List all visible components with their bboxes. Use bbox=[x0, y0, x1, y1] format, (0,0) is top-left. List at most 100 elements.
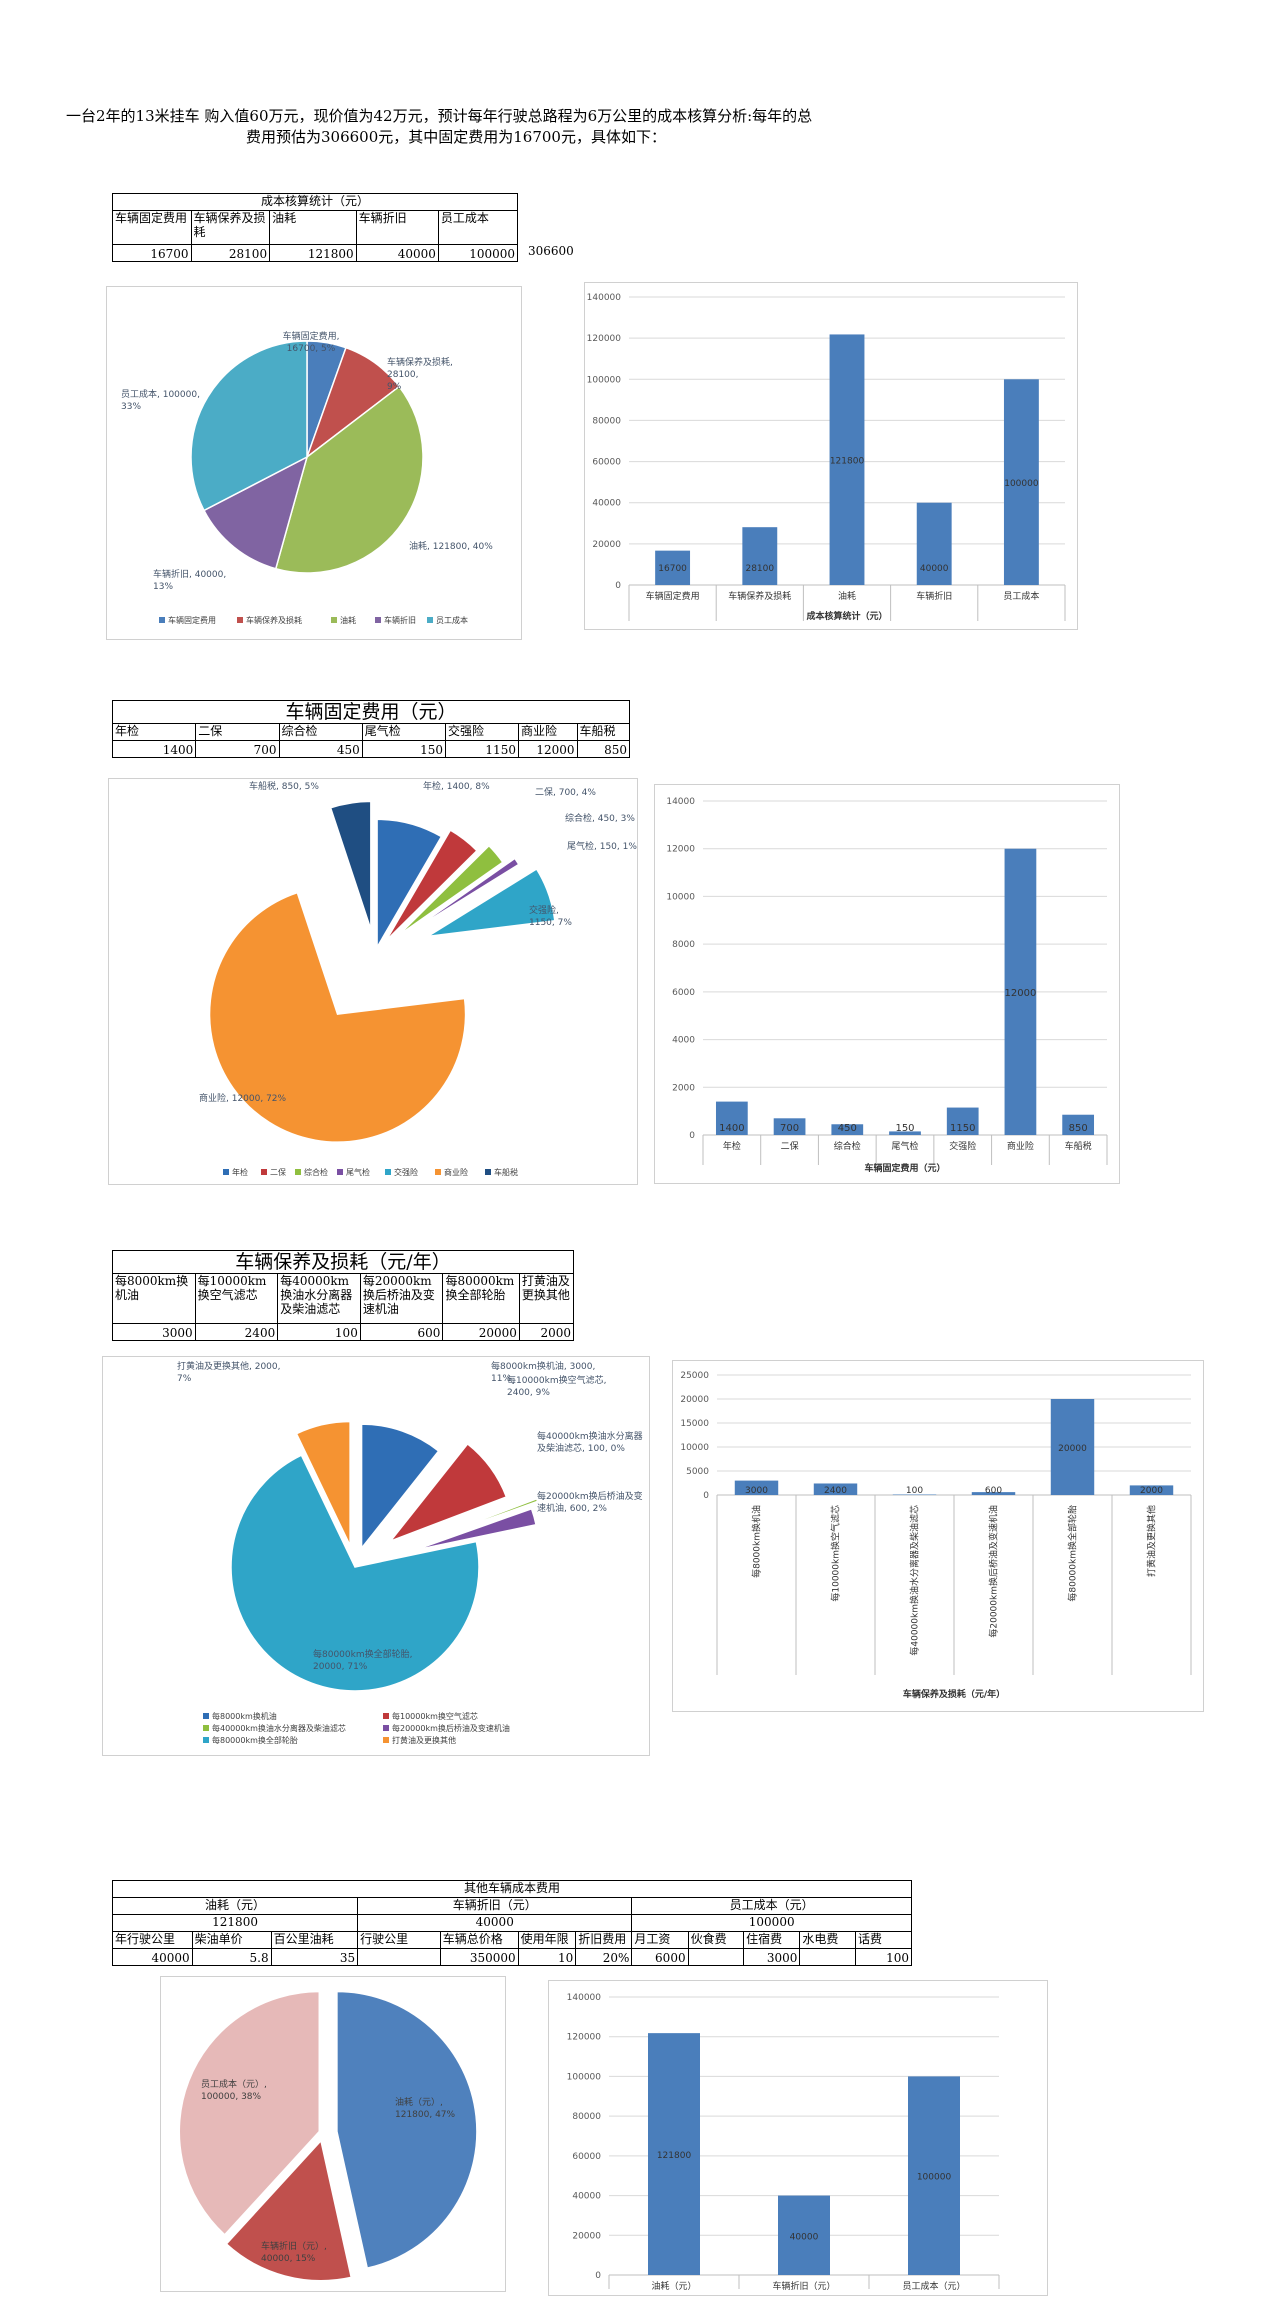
summary-bar-chart: 0 20000 40000 60000 80000 100000 120000 140000 1… bbox=[584, 282, 1078, 630]
other-sub-header: 车辆总价格 bbox=[439, 1931, 519, 1949]
y-tick-label: 8000 bbox=[672, 940, 695, 950]
pie-data-label: 每20000km换后桥油及变速机油, 600, 2% bbox=[537, 1490, 643, 1514]
other-sub-header: 水电费 bbox=[799, 1931, 856, 1949]
legend-label: 员工成本 bbox=[436, 615, 468, 625]
x-tick-label: 尾气检 bbox=[891, 1140, 918, 1152]
y-tick-label: 120000 bbox=[587, 334, 622, 344]
y-tick-label: 120000 bbox=[567, 2033, 602, 2043]
y-tick-label: 25000 bbox=[680, 1371, 709, 1381]
legend-label: 商业险 bbox=[444, 1167, 468, 1177]
fixed-header: 年检 bbox=[111, 723, 197, 741]
y-tick-label: 40000 bbox=[592, 499, 621, 509]
legend-swatch bbox=[435, 1169, 441, 1175]
bar-data-label: 1150 bbox=[950, 1123, 975, 1134]
y-tick-label: 10000 bbox=[666, 892, 695, 902]
y-tick-label: 20000 bbox=[572, 2231, 601, 2241]
x-tick-label: 每80000km换全部轮胎 bbox=[1067, 1505, 1079, 1602]
bar-data-label: 150 bbox=[895, 1123, 914, 1134]
pie-slice bbox=[385, 829, 479, 942]
other-bar-chart: 0 20000 40000 60000 80000 100000 120000 140000 1… bbox=[548, 1980, 1048, 2296]
bar bbox=[889, 1131, 921, 1135]
other-pie-chart: 油耗（元）, 121800, 47% 车辆折旧（元）, 40000, 15% 员工成本（… bbox=[160, 1976, 506, 2292]
maint-bar-chart: 0 5000 10000 15000 20000 25000 3000 每8000km换机油 2… bbox=[672, 1360, 1204, 1712]
legend-swatch bbox=[261, 1169, 267, 1175]
fixed-caption: 车辆固定费用（元） bbox=[112, 700, 630, 724]
legend-swatch bbox=[203, 1725, 209, 1731]
fixed-value: 1400 bbox=[111, 740, 197, 758]
maint-value: 3000 bbox=[112, 1323, 196, 1341]
x-tick-label: 每40000km换油水分离器及柴油滤芯 bbox=[909, 1505, 921, 1656]
y-tick-label: 4000 bbox=[672, 1036, 695, 1046]
bar-data-label: 2400 bbox=[824, 1486, 847, 1496]
bar-data-label: 3000 bbox=[745, 1486, 768, 1496]
y-tick-label: 0 bbox=[615, 581, 621, 591]
bar-data-label: 700 bbox=[780, 1123, 799, 1134]
pie-data-label: 综合检, 450, 3% bbox=[565, 812, 635, 824]
bar-data-label: 100000 bbox=[1004, 479, 1039, 489]
legend-label: 每80000km换全部轮胎 bbox=[212, 1735, 298, 1745]
bar bbox=[916, 502, 952, 585]
legend-swatch bbox=[385, 1169, 391, 1175]
bar-data-label: 850 bbox=[1069, 1123, 1088, 1134]
pie-data-label: 商业险, 12000, 72% bbox=[199, 1092, 287, 1104]
bar bbox=[1003, 379, 1039, 585]
bar-data-label: 600 bbox=[985, 1486, 1002, 1496]
x-tick-label: 油耗（元） bbox=[651, 2280, 696, 2292]
summary-header: 车辆固定费用 bbox=[112, 210, 192, 245]
pie-slice bbox=[274, 385, 424, 574]
pie-slice bbox=[329, 800, 372, 930]
y-tick-label: 0 bbox=[595, 2271, 601, 2281]
fixed-bar-chart: 0 2000 4000 6000 8000 10000 12000 14000 1400 年检 70… bbox=[654, 784, 1120, 1184]
pie-data-label: 车辆折旧（元）, 40000, 15% bbox=[261, 2240, 327, 2264]
bar bbox=[742, 527, 778, 585]
summary-header: 车辆保养及损耗 bbox=[190, 210, 271, 245]
y-tick-label: 140000 bbox=[567, 1993, 602, 2003]
other-sub-value bbox=[799, 1948, 856, 1966]
maint-pie-chart: 每8000km换机油, 3000, 11% 每10000km换空气滤芯, 2400, … bbox=[102, 1356, 650, 1756]
bar bbox=[734, 1480, 779, 1495]
pie-slice bbox=[336, 1990, 478, 2270]
bar bbox=[971, 1492, 1016, 1495]
legend-label: 年检 bbox=[232, 1167, 248, 1177]
other-sub-header: 话费 bbox=[854, 1931, 913, 1949]
bar bbox=[1129, 1485, 1174, 1495]
legend-swatch bbox=[375, 617, 381, 623]
other-sub-value bbox=[357, 1948, 441, 1966]
maint-header: 每10000km换空气滤芯 bbox=[194, 1273, 279, 1324]
other-sub-value: 6000 bbox=[631, 1948, 689, 1966]
bar bbox=[892, 1494, 937, 1496]
fixed-header: 二保 bbox=[195, 723, 280, 741]
y-tick-label: 15000 bbox=[680, 1419, 709, 1429]
y-tick-label: 20000 bbox=[680, 1395, 709, 1405]
bar bbox=[1050, 1399, 1095, 1495]
fixed-value: 700 bbox=[195, 740, 280, 758]
other-sub-header: 伙食费 bbox=[687, 1931, 745, 1949]
other-sub-value: 20% bbox=[575, 1948, 633, 1966]
pie-slice bbox=[376, 818, 443, 951]
other-group: 员工成本（元） bbox=[631, 1897, 912, 1915]
y-tick-label: 60000 bbox=[592, 458, 621, 468]
bar-data-label: 450 bbox=[838, 1123, 857, 1134]
maint-value: 100 bbox=[277, 1323, 361, 1341]
pie-data-label: 每80000km换全部轮胎, 20000, 71% bbox=[313, 1648, 412, 1672]
x-tick-label: 综合检 bbox=[834, 1140, 861, 1152]
legend-swatch bbox=[203, 1737, 209, 1743]
x-tick-label: 车辆保养及损耗 bbox=[728, 590, 791, 602]
legend-swatch bbox=[159, 617, 165, 623]
maint-value: 2000 bbox=[518, 1323, 575, 1341]
y-tick-label: 0 bbox=[703, 1491, 709, 1501]
summary-value: 121800 bbox=[269, 244, 357, 262]
intro-text: 一台2年的13米挂车 购入值60万元，现价值为42万元，预计每年行驶总路程为6万… bbox=[66, 106, 866, 148]
legend-label: 每10000km换空气滤芯 bbox=[392, 1711, 478, 1721]
x-axis-title: 车辆保养及损耗（元/年） bbox=[903, 1688, 1005, 1700]
maint-value: 2400 bbox=[194, 1323, 279, 1341]
other-sub-value: 10 bbox=[517, 1948, 577, 1966]
maint-caption: 车辆保养及损耗（元/年） bbox=[112, 1250, 574, 1274]
summary-header: 油耗 bbox=[269, 210, 357, 245]
legend-label: 每40000km换油水分离器及柴油滤芯 bbox=[212, 1723, 346, 1733]
fixed-value: 1150 bbox=[445, 740, 519, 758]
legend-label: 油耗 bbox=[340, 615, 356, 625]
legend-label: 车辆折旧 bbox=[384, 615, 416, 625]
x-tick-label: 每20000km换后桥油及变速机油 bbox=[988, 1505, 1000, 1638]
y-tick-label: 2000 bbox=[672, 1083, 695, 1093]
